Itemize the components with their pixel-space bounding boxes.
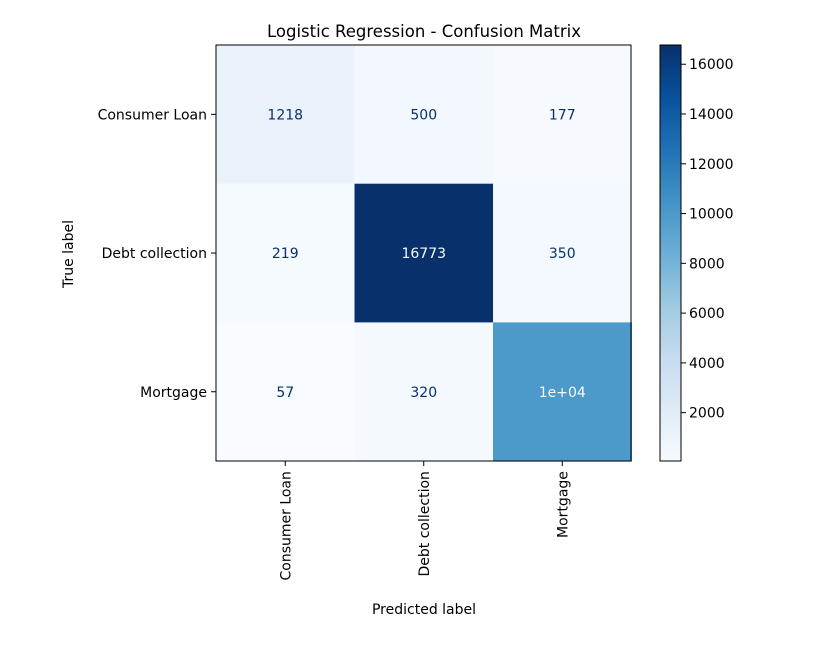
cell-value-label: 16773 xyxy=(401,246,446,262)
y-tick-label: Debt collection xyxy=(102,246,207,262)
heatmap-cells xyxy=(216,45,632,462)
heatmap-cell xyxy=(493,322,632,462)
colorbar-tick-label: 10000 xyxy=(689,207,734,223)
colorbar-tick-label: 2000 xyxy=(689,406,725,422)
chart-title: Logistic Regression - Confusion Matrix xyxy=(267,22,581,41)
cell-value-label: 320 xyxy=(410,385,437,401)
y-tick-label: Consumer Loan xyxy=(98,107,207,123)
heatmap-cell xyxy=(493,183,632,323)
x-tick-label: Consumer Loan xyxy=(278,471,294,580)
colorbar-tick-label: 14000 xyxy=(689,107,734,123)
x-tick-label: Mortgage xyxy=(555,471,571,538)
colorbar-tick-label: 6000 xyxy=(689,306,725,322)
heatmap-cell xyxy=(216,322,355,462)
colorbar-tick-label: 12000 xyxy=(689,157,734,173)
y-tick-label: Mortgage xyxy=(140,385,207,401)
heatmap-cell-labels: 1218 500 177 219 16773 350 57 320 1e+04 xyxy=(267,107,585,400)
cell-value-label: 219 xyxy=(272,246,299,262)
heatmap-cell xyxy=(354,322,494,462)
y-axis-title: True label xyxy=(61,220,77,289)
colorbar-tick-label: 16000 xyxy=(689,57,734,73)
colorbar xyxy=(659,44,682,462)
heatmap-cell xyxy=(354,45,494,185)
x-axis-title: Predicted label xyxy=(372,602,476,618)
heatmap-cell xyxy=(493,45,632,185)
cell-value-label: 350 xyxy=(549,246,576,262)
cell-value-label: 1218 xyxy=(267,107,303,123)
x-tick-label: Debt collection xyxy=(417,471,433,576)
x-axis: Consumer Loan Debt collection Mortgage xyxy=(278,461,571,581)
cell-value-label: 177 xyxy=(549,107,576,123)
heatmap-cell xyxy=(216,45,355,185)
cell-value-label: 57 xyxy=(276,385,294,401)
colorbar-ticks: 2000 4000 6000 8000 10000 12000 14000 16000 xyxy=(681,57,734,422)
cell-value-label: 1e+04 xyxy=(539,385,586,401)
y-axis: Consumer Loan Debt collection Mortgage xyxy=(98,107,216,401)
cell-value-label: 500 xyxy=(410,107,437,123)
colorbar-tick-label: 8000 xyxy=(689,256,725,272)
colorbar-tick-label: 4000 xyxy=(689,356,725,372)
heatmap-cell xyxy=(354,183,494,323)
heatmap-cell xyxy=(216,183,355,323)
